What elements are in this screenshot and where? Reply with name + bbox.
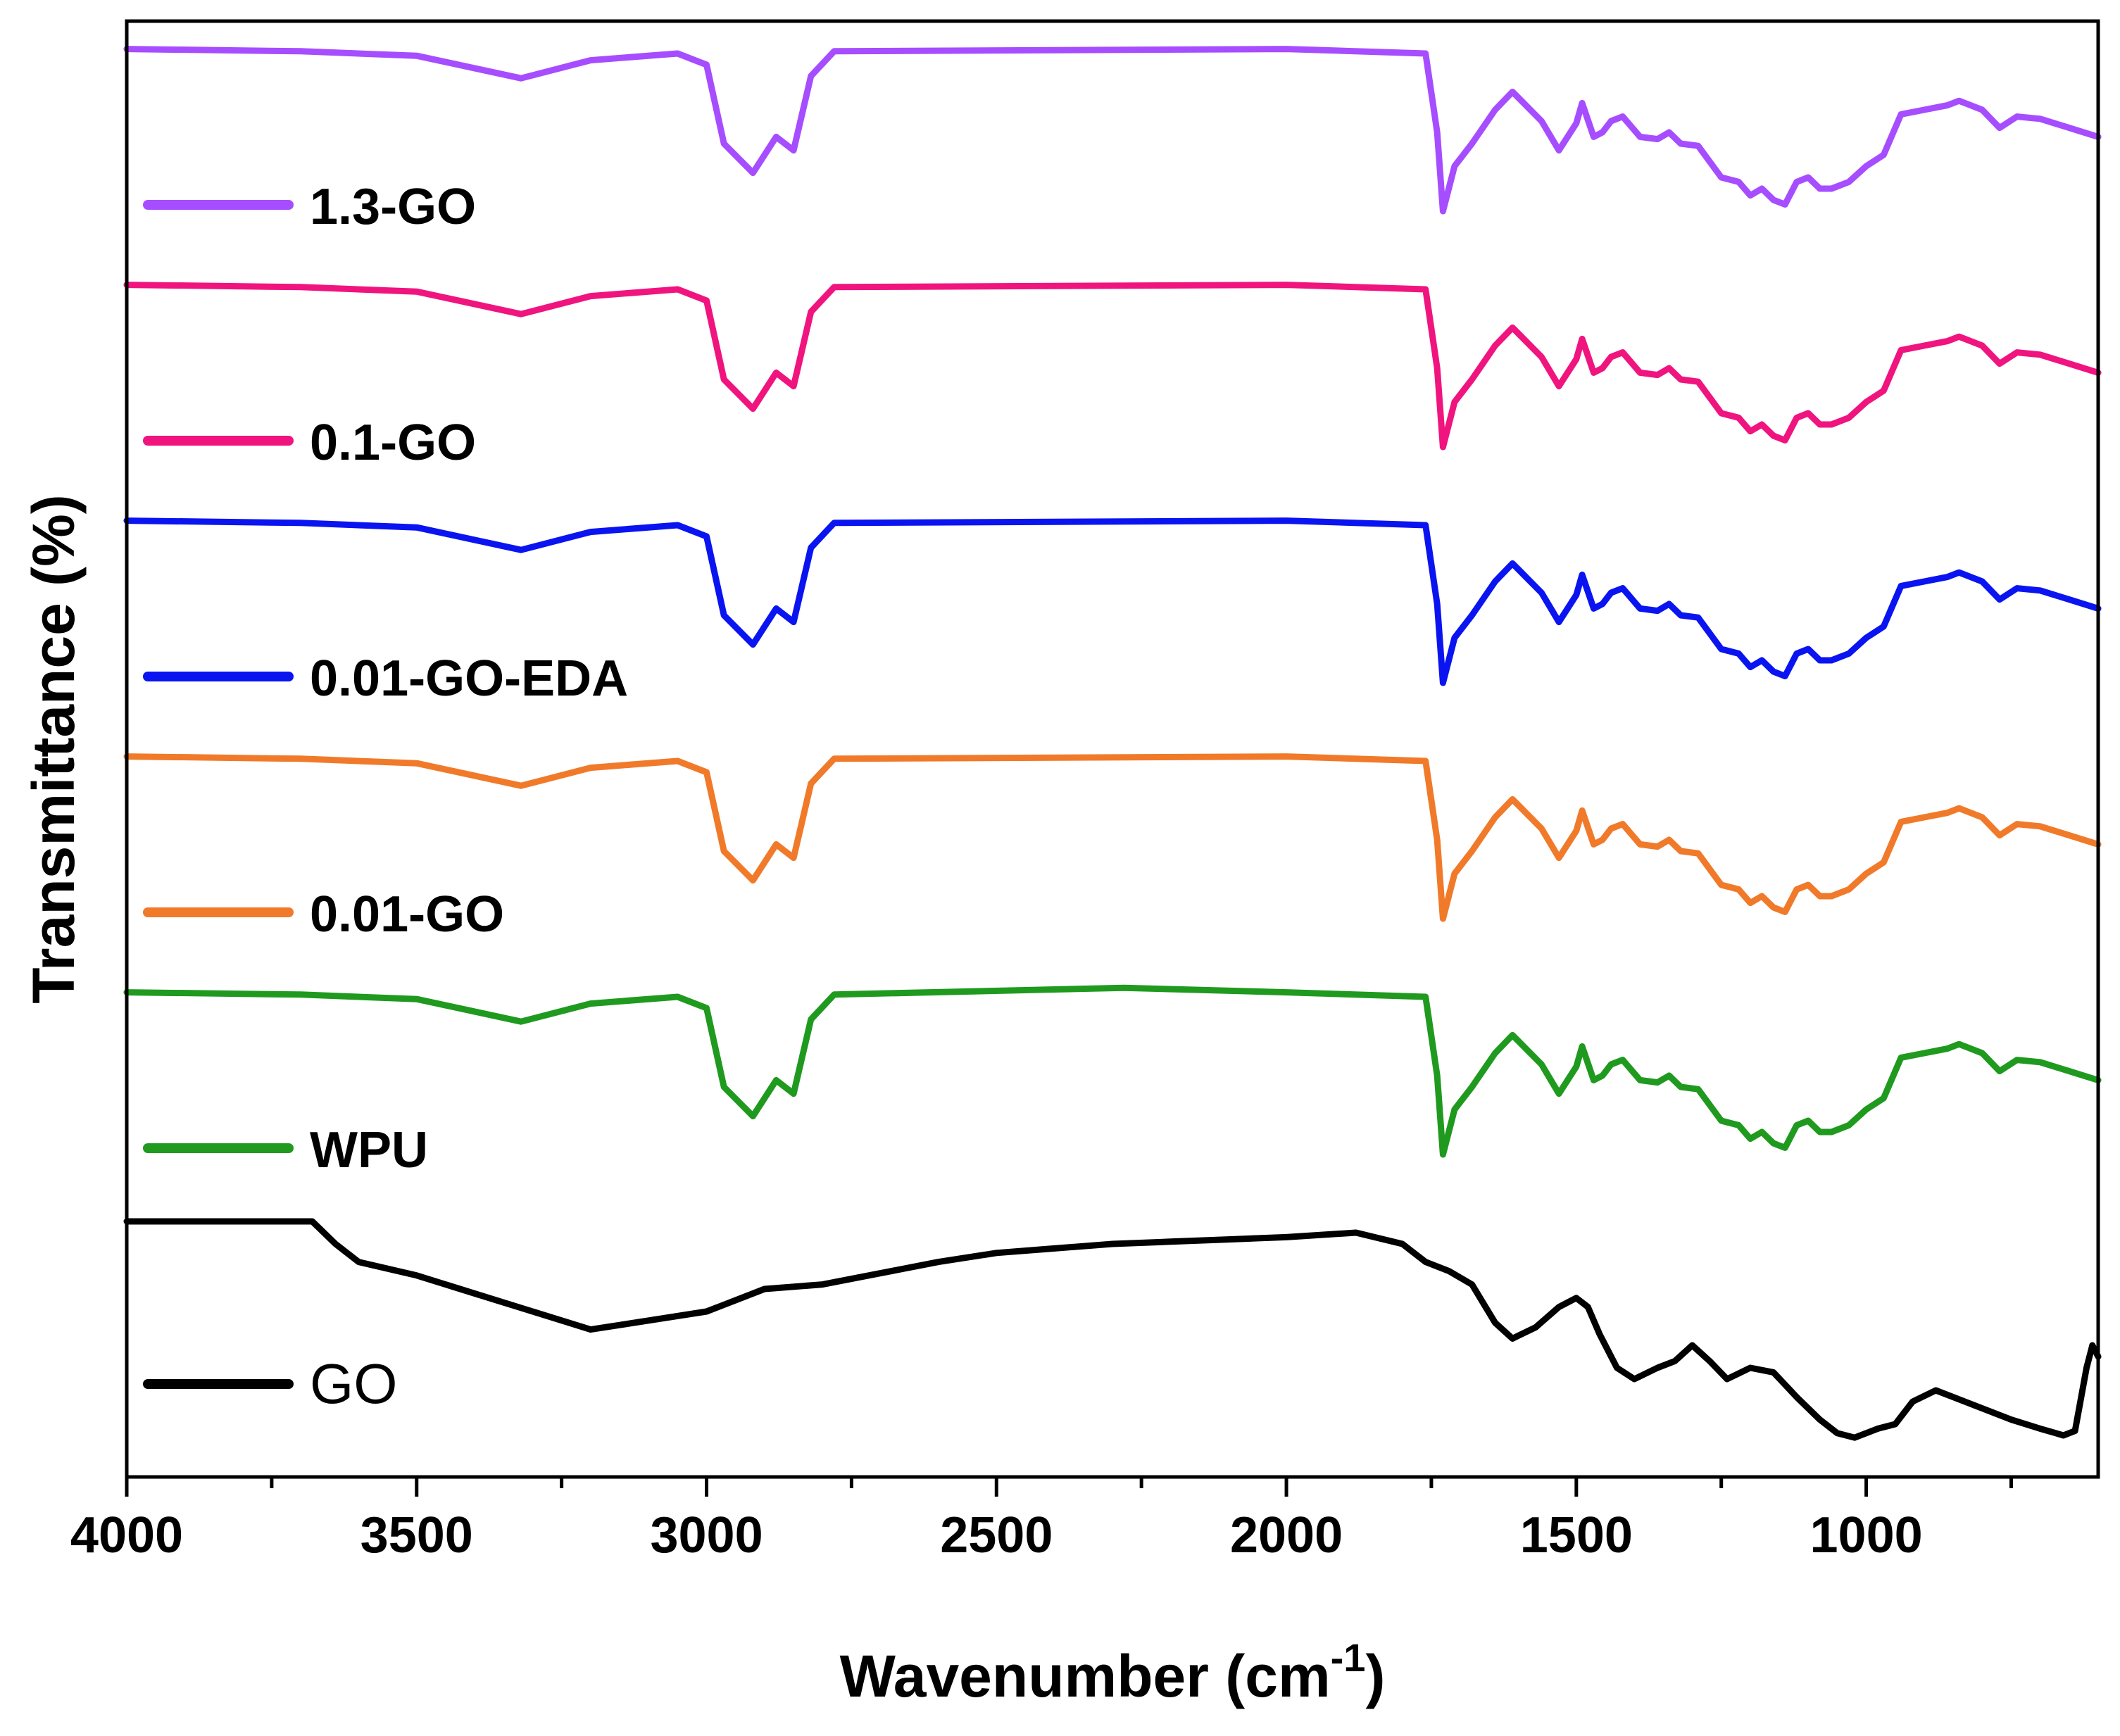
series-line-0.1-GO — [123, 282, 2102, 451]
y-axis-label: Transmittance (%) — [20, 494, 87, 1004]
series-layer — [123, 46, 2102, 1441]
legend-label-1.3-GO: 1.3-GO — [310, 179, 476, 235]
x-tick-label: 2500 — [940, 1507, 1053, 1564]
legend-label-0.1-GO: 0.1-GO — [310, 415, 476, 471]
legend-label-GO: GO — [310, 1352, 397, 1415]
x-tick-label: 3500 — [360, 1507, 473, 1564]
x-tick-label: 3000 — [650, 1507, 763, 1564]
x-axis-label-main: Wavenumber (cm — [840, 1643, 1331, 1709]
legend-label-0.01-GO-EDA: 0.01-GO-EDA — [310, 650, 628, 707]
legend-layer: 1.3-GO 0.1-GO 0.01-GO-EDA 0.01-GO WPU GO — [143, 179, 628, 1415]
legend-label-WPU: WPU — [310, 1122, 428, 1178]
x-axis-label-suffix: ) — [1365, 1643, 1385, 1709]
series-line-1.3-GO — [123, 46, 2102, 215]
x-axis-ticks: 4000 3500 3000 2500 2000 1500 1000 — [70, 1477, 2013, 1564]
x-tick-label: 2000 — [1230, 1507, 1343, 1564]
series-line-GO — [123, 1218, 2102, 1441]
x-tick-label: 1000 — [1810, 1507, 1923, 1564]
series-line-0.01-GO — [123, 753, 2102, 922]
series-line-WPU — [123, 984, 2102, 1158]
plot-frame — [125, 19, 2100, 1479]
legend-label-0.01-GO: 0.01-GO — [310, 886, 504, 943]
series-line-0.01-GO-EDA — [123, 517, 2102, 686]
x-tick-label: 4000 — [70, 1507, 183, 1564]
x-tick-label: 1500 — [1520, 1507, 1633, 1564]
x-axis-label: Wavenumber (cm-1) — [840, 1635, 1386, 1709]
x-axis-label-superscript: -1 — [1331, 1635, 1366, 1680]
